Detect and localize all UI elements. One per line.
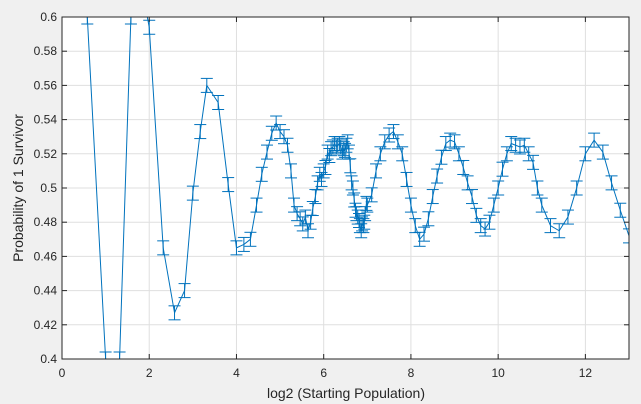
y-tick-label: 0.46	[34, 249, 58, 263]
x-tick-label: 2	[146, 366, 153, 380]
y-tick-label: 0.44	[34, 284, 58, 298]
y-tick-label: 0.52	[34, 147, 58, 161]
data-series	[81, 17, 629, 359]
series-group	[81, 17, 629, 359]
x-tick-label: 12	[579, 366, 593, 380]
x-axis-title: log2 (Starting Population)	[267, 385, 425, 401]
y-tick-label: 0.6	[40, 10, 57, 24]
y-tick-label: 0.54	[34, 113, 58, 127]
x-tick-label: 8	[408, 366, 415, 380]
y-axis-title: Probability of 1 Survivor	[10, 114, 26, 262]
y-tick-label: 0.5	[40, 181, 57, 195]
y-tick-label: 0.42	[34, 318, 58, 332]
x-tick-label: 10	[491, 366, 505, 380]
y-tick-label: 0.48	[34, 215, 58, 229]
x-tick-label: 6	[320, 366, 327, 380]
x-tick-label: 4	[233, 366, 240, 380]
y-tick-label: 0.56	[34, 78, 58, 92]
axis-ticks: 0 2 4 6 8 10 12 0.4 0.42 0.44 0.46 0.48 0.5 0.52 0.54 0…	[34, 10, 629, 380]
y-tick-label: 0.58	[34, 44, 58, 58]
x-tick-label: 0	[59, 366, 66, 380]
y-tick-label: 0.4	[40, 352, 57, 366]
